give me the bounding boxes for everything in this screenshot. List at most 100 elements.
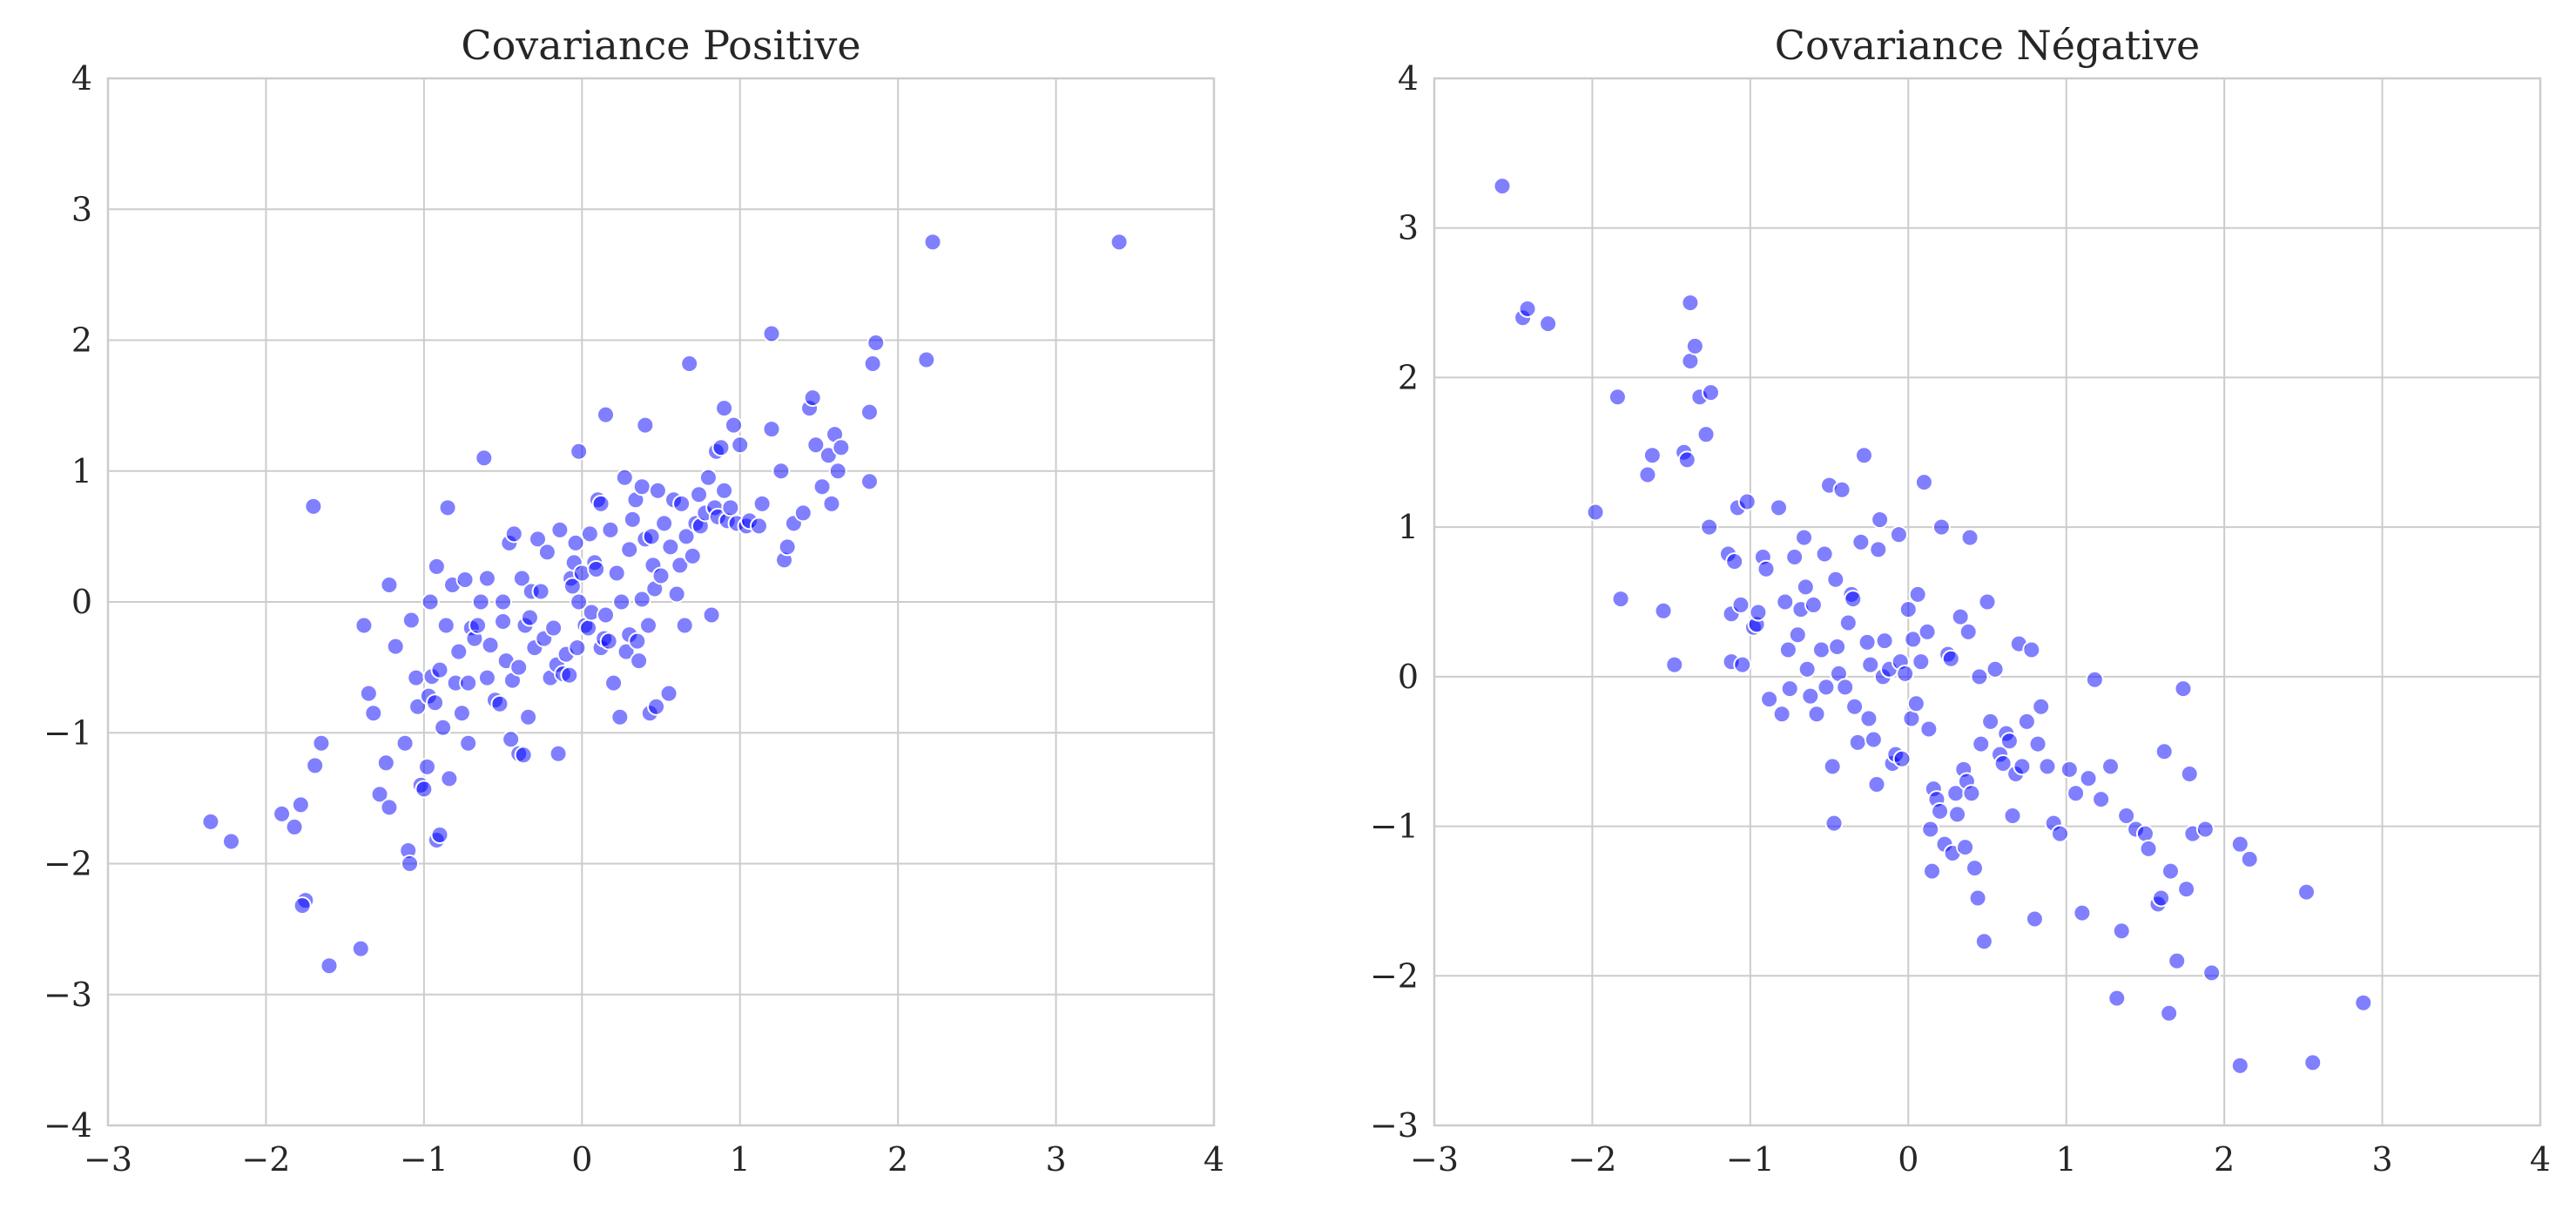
left-chart-data-point: [642, 527, 661, 546]
right-chart-data-point: [1836, 678, 1855, 697]
left-chart-data-point: [671, 556, 690, 575]
left-chart-data-point: [698, 468, 718, 487]
right-chart-data-point: [1851, 532, 1871, 551]
right-chart-data-point: [1801, 686, 1820, 706]
right-chart-data-point: [2028, 734, 2047, 753]
left-chart-data-point: [380, 575, 399, 594]
right-chart-data-point: [1685, 336, 1704, 355]
right-chart-data-point: [2079, 769, 2098, 788]
right-chart-data-point: [1737, 492, 1757, 511]
right-chart-data-point: [1731, 595, 1750, 614]
left-chart-data-point: [793, 503, 813, 523]
right-chart-data-point: [1914, 473, 1933, 492]
right-chart-data-point: [2060, 760, 2079, 779]
right-chart-data-point: [1785, 547, 1804, 566]
right-chart-y-tick-label: 3: [1398, 209, 1419, 247]
right-chart-data-point: [1733, 655, 1752, 674]
left-chart-data-point: [917, 350, 936, 369]
left-chart-data-point: [306, 756, 325, 775]
left-chart-data-point: [430, 825, 449, 844]
left-chart-data-point: [477, 569, 496, 588]
left-chart-data-point: [617, 642, 636, 661]
right-chart-data-point: [1642, 446, 1662, 465]
right-chart-data-point: [2135, 824, 2155, 843]
left-chart-data-point: [494, 592, 513, 611]
left-chart-data-point: [549, 744, 568, 763]
left-chart-data-point: [803, 388, 822, 408]
right-chart-data-point: [1832, 480, 1851, 499]
left-chart-y-tick-label: 1: [71, 452, 92, 490]
left-chart-x-tick-label: −1: [400, 1140, 448, 1179]
left-chart-data-point: [630, 652, 649, 671]
right-chart-data-point: [2195, 820, 2215, 839]
left-chart-data-point: [655, 514, 674, 533]
left-chart-data-point: [702, 605, 721, 625]
left-chart-data-point: [677, 527, 696, 546]
left-chart-data-point: [201, 812, 220, 831]
right-chart-data-point: [1970, 667, 1989, 686]
right-chart-data-point: [1902, 709, 1921, 728]
left-chart-data-point: [579, 618, 598, 638]
right-chart-data-point: [1898, 600, 1918, 619]
right-chart-data-point: [1848, 733, 1867, 752]
left-chart-data-point: [711, 438, 731, 457]
left-chart-data-point: [504, 524, 523, 544]
left-chart-data-point: [509, 658, 529, 677]
left-chart-data-point: [471, 592, 490, 611]
right-chart-data-point: [1817, 678, 1836, 697]
right-chart-data-point: [1493, 177, 1512, 196]
right-chart-data-point: [1962, 784, 1981, 803]
left-chart: Covariance Positive −3 −2 −1 0 1 2 3 4−4−3−2−10…: [44, 22, 1224, 1179]
left-chart-data-point: [469, 616, 488, 635]
left-chart-data-point: [430, 660, 449, 679]
left-chart-data-point: [376, 753, 395, 773]
left-chart-data-point: [477, 668, 496, 687]
left-chart-data-point: [638, 616, 657, 635]
left-chart-data-point: [570, 442, 589, 461]
left-chart-data-point: [672, 494, 691, 513]
left-chart-data-point: [828, 462, 847, 481]
right-chart-data-point: [1921, 820, 1940, 839]
left-chart-x-tick-label: 0: [571, 1140, 592, 1179]
right-chart-points: [1493, 177, 2373, 1075]
right-chart-data-point: [1918, 622, 1937, 641]
right-chart-data-point: [1875, 632, 1894, 651]
left-chart-data-point: [449, 642, 469, 661]
right-chart-data-point: [2139, 839, 2158, 858]
right-chart-data-point: [1908, 584, 1927, 604]
right-chart-data-point: [2240, 849, 2259, 868]
right-chart-data-point: [2177, 880, 2196, 899]
right-chart-y-tick-label: 4: [1398, 59, 1419, 98]
left-chart-data-point: [359, 684, 378, 703]
right-chart-data-point: [2303, 1053, 2323, 1072]
right-chart-data-point: [2230, 1056, 2249, 1075]
right-chart-data-point: [1681, 352, 1700, 371]
left-chart-y-tick-label: 0: [71, 583, 92, 621]
left-chart-data-point: [772, 462, 791, 481]
right-chart-data-point: [1812, 640, 1831, 659]
left-chart-data-point: [563, 577, 582, 596]
left-chart-data-point: [550, 520, 570, 539]
left-chart-data-point: [690, 485, 709, 504]
right-chart-data-point: [1858, 632, 1877, 652]
right-chart-data-point: [2017, 712, 2036, 731]
right-chart-data-point: [1844, 590, 1863, 609]
left-chart-data-point: [860, 472, 879, 491]
right-chart-data-point: [2160, 1003, 2179, 1023]
right-chart-y-tick-label: 2: [1398, 358, 1419, 396]
right-chart-data-point: [2085, 670, 2104, 689]
left-chart-data-point: [560, 665, 579, 685]
right-chart-data-point: [1796, 578, 1815, 597]
left-chart-data-point: [455, 570, 475, 589]
left-chart-data-point: [494, 612, 513, 632]
right-chart-data-point: [2032, 697, 2051, 716]
right-chart-data-point: [1638, 465, 1657, 484]
right-chart-data-point: [1854, 446, 1873, 465]
right-chart-x-tick-label: 3: [2371, 1140, 2392, 1179]
right-chart-data-point: [2067, 784, 2086, 803]
left-chart-data-point: [601, 520, 620, 539]
left-chart-data-point: [568, 638, 587, 658]
right-chart-data-point: [1912, 652, 1931, 672]
left-chart-data-point: [832, 438, 851, 457]
